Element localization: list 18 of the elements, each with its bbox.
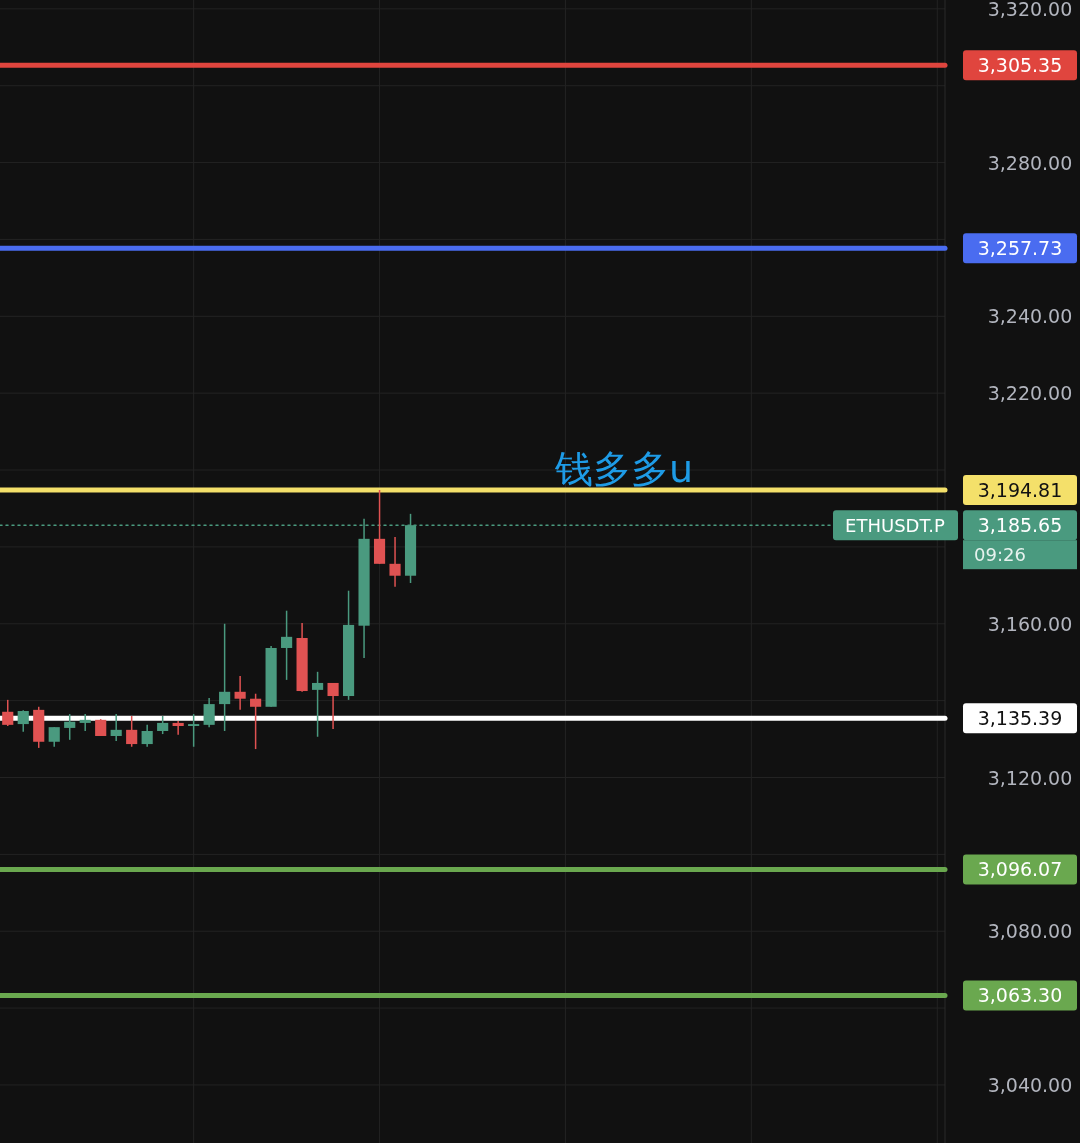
y-tick-label: 3,160.00: [987, 612, 1073, 635]
y-tick-label: 3,080.00: [987, 920, 1073, 943]
ref-line-label: 3,096.07: [977, 858, 1063, 881]
annotation: 钱多多u: [554, 447, 694, 491]
y-tick-label: 3,240.00: [987, 305, 1073, 328]
y-tick-label: 3,280.00: [987, 151, 1073, 174]
ref-line-label: 3,194.81: [977, 478, 1063, 501]
y-tick-label: 3,320.00: [987, 0, 1073, 20]
ref-line-label: 3,257.73: [977, 237, 1063, 260]
text: 09:26: [974, 544, 1026, 566]
y-tick-label: 3,040.00: [987, 1073, 1073, 1096]
y-tick-label: 3,220.00: [987, 382, 1073, 405]
annotation: ETHUSDT.P: [845, 515, 946, 537]
ref-line-label: 3,135.39: [977, 707, 1063, 730]
ref-line-label: 3,305.35: [977, 54, 1063, 77]
ref-line-label: 3,063.30: [977, 984, 1063, 1007]
ref-line-label: 3,185.65: [977, 514, 1063, 537]
y-tick-label: 3,120.00: [987, 766, 1073, 789]
